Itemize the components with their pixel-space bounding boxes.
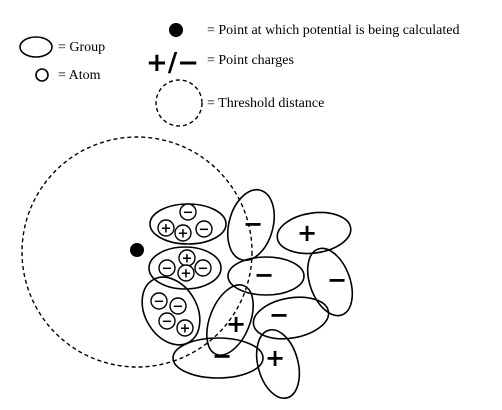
legend-charges-symbol: +/− [146,48,199,78]
legend: = Group = Atom = Point at which potentia… [19,23,459,127]
calculation-point-dot [130,243,144,257]
legend-charges-label: = Point charges [207,53,294,68]
atom-c1-charge: − [154,295,165,310]
point-charge-signs: − + − − + − − + [212,210,347,372]
charge-sign-8: + [265,344,285,372]
atom-b4-charge: − [198,262,209,277]
atom-a1-charge: − [183,206,194,221]
atom-group-b: + − + − [148,246,222,290]
atom-a4-charge: − [199,223,210,238]
diagram: − + + − + − + − − − − [21,136,354,400]
atom-a2 [157,219,175,237]
legend-group-ellipse-icon [19,36,53,58]
charge-sign-3: − [254,261,274,289]
atom-b4 [194,259,212,277]
charge-ellipse-2 [276,211,352,255]
atom-c2 [169,297,187,315]
atom-a4 [195,220,213,238]
charge-ellipse-4 [306,247,354,317]
atom-b3-charge: + [181,267,192,282]
atom-a2-charge: + [161,222,172,237]
atom-c4-charge: + [180,322,191,337]
atom-c2-charge: − [173,300,184,315]
atom-c4 [176,319,194,337]
charge-sign-2: + [297,219,317,247]
atom-c3-charge: − [162,315,173,330]
atom-b2 [158,259,176,277]
charge-ellipse-3 [227,256,305,296]
atom-b2-charge: − [162,262,173,277]
charge-ellipse-1 [226,188,276,262]
atom-b3 [177,264,195,282]
point-charge-groups [172,188,354,400]
atom-c1 [150,292,168,310]
legend-point-dot-icon [169,23,183,37]
atom-c3 [158,312,176,330]
threshold-distance-circle [21,136,253,368]
charge-sign-7: − [212,342,232,370]
charge-ellipse-5 [206,284,254,356]
charge-ellipse-7 [172,337,264,379]
charge-ellipse-6 [252,296,330,340]
charge-sign-1: − [243,210,263,238]
legend-point-label: = Point at which potential is being calc… [207,23,459,38]
atom-a3-charge: + [178,227,189,242]
legend-atom-label: = Atom [58,68,101,83]
charge-ellipse-8 [255,328,301,400]
charge-sign-6: − [269,301,289,329]
charge-sign-5: + [226,310,246,338]
atom-group-c: − − − + [141,276,201,346]
atom-group-a: − + + − [149,203,227,245]
legend-threshold-circle-icon [155,79,203,127]
legend-group-label: = Group [58,40,105,55]
atom-a3 [174,224,192,242]
atom-b1-charge: + [182,252,193,267]
legend-threshold-label: = Threshold distance [207,96,324,111]
charge-sign-4: − [327,266,347,294]
group-ellipse-b [148,246,222,290]
legend-atom-circle-icon [35,68,49,82]
atom-a1 [179,203,197,221]
